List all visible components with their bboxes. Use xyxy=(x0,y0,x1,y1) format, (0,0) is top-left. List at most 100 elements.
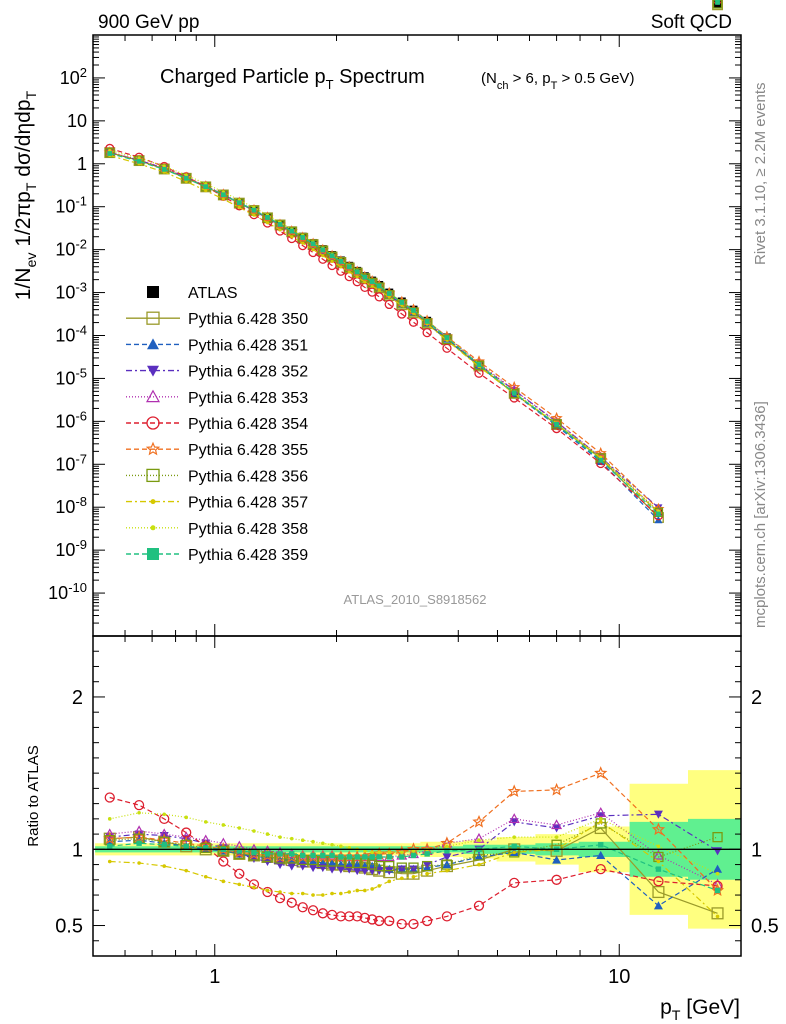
ratio-point-p358 xyxy=(339,844,343,849)
y-tick-label: 10-1 xyxy=(55,194,87,217)
ratio-point-p359 xyxy=(369,854,375,860)
main-point-p356 xyxy=(397,299,407,309)
side-label-mcplots: mcplots.cern.ch [arXiv:1306.3436] xyxy=(752,401,769,628)
ratio-point-p357 xyxy=(411,874,416,879)
main-point-p357 xyxy=(370,284,374,288)
ratio-point-p354 xyxy=(509,877,520,889)
legend-label-p351: Pythia 6.428 351 xyxy=(188,337,308,354)
ratio-point-p359 xyxy=(424,851,430,857)
legend-marker-p353 xyxy=(145,389,161,403)
ratio-point-p357 xyxy=(221,879,226,884)
ratio-point-p351 xyxy=(713,864,723,873)
main-series-p359 xyxy=(107,0,720,517)
ratio-point-p357 xyxy=(311,893,315,897)
ratio-point-p356 xyxy=(408,862,419,873)
ratio-point-p353 xyxy=(473,832,485,843)
ratio-point-p354 xyxy=(367,914,378,925)
main-line-p359 xyxy=(109,152,659,515)
ratio-panel xyxy=(93,766,741,930)
ratio-point-p358 xyxy=(399,850,404,855)
legend-marker-p354 xyxy=(146,416,160,430)
ratio-point-p357 xyxy=(252,885,256,890)
ratio-point-p357 xyxy=(107,859,112,864)
ratio-point-p359 xyxy=(329,852,335,859)
ratio-point-p354 xyxy=(297,902,308,913)
main-point-p359 xyxy=(369,279,375,284)
ratio-point-p358 xyxy=(237,826,242,830)
ratio-point-p350 xyxy=(711,907,724,920)
main-point-p359 xyxy=(376,283,382,289)
ratio-point-p357 xyxy=(289,891,294,896)
ratio-point-p359 xyxy=(264,851,271,857)
ratio-point-p351 xyxy=(474,852,484,861)
main-point-p359 xyxy=(411,308,416,313)
ratio-y-tick-label: 2 xyxy=(72,687,83,709)
ratio-point-p351 xyxy=(352,860,362,869)
legend-label-p355: Pythia 6.428 355 xyxy=(188,442,308,459)
ratio-point-p359 xyxy=(310,852,316,859)
ratio-point-p355 xyxy=(594,766,608,779)
ratio-point-p354 xyxy=(384,915,395,927)
ratio-point-p357 xyxy=(321,893,325,897)
legend-label-p357: Pythia 6.428 357 xyxy=(188,495,308,512)
ratio-point-p353 xyxy=(551,819,563,830)
ratio-point-p354 xyxy=(396,918,407,930)
watermark: ATLAS_2010_S8918562 xyxy=(344,592,487,607)
main-point-p356 xyxy=(551,419,562,429)
legend-label-p358: Pythia 6.428 358 xyxy=(188,521,308,538)
ratio-point-p354 xyxy=(234,868,245,879)
ratio-point-p357 xyxy=(278,890,282,894)
main-point-p359 xyxy=(354,269,360,275)
ratio-point-p358 xyxy=(512,835,517,839)
chart-subtitle: (Nch > 6, pT > 0.5 GeV) xyxy=(481,70,634,92)
main-point-p359 xyxy=(183,175,189,181)
ratio-point-p357 xyxy=(425,871,429,876)
ratio-point-p351 xyxy=(308,857,318,866)
ratio-point-p358 xyxy=(289,836,294,841)
ratio-point-p352 xyxy=(308,864,318,873)
ratio-point-p359 xyxy=(320,852,326,859)
ratio-point-p355 xyxy=(549,782,564,796)
x-tick-label: 1 xyxy=(209,966,220,988)
ratio-line-p358 xyxy=(109,812,718,875)
ratio-point-p358 xyxy=(656,844,661,849)
ratio-point-p359 xyxy=(203,845,209,851)
ratio-point-p355 xyxy=(472,814,486,828)
ratio-point-p358 xyxy=(184,815,189,820)
ratio-point-p351 xyxy=(653,901,663,910)
ratio-point-p354 xyxy=(218,856,229,867)
legend-label-p354: Pythia 6.428 354 xyxy=(188,416,308,433)
main-point-p359 xyxy=(310,241,316,247)
legend-marker-p358 xyxy=(150,525,156,531)
ratio-point-p353 xyxy=(652,849,664,860)
ratio-point-p357 xyxy=(377,884,381,888)
ratio-point-p356 xyxy=(374,860,385,872)
legend-marker-p355 xyxy=(145,441,161,456)
ratio-point-p359 xyxy=(277,851,283,857)
y-tick-label: 10 xyxy=(67,111,87,131)
y-tick-label: 10-8 xyxy=(55,494,87,517)
ratio-point-p356 xyxy=(384,860,395,872)
main-series-p353 xyxy=(104,146,664,516)
ratio-point-p352 xyxy=(287,862,297,871)
ratio-point-p359 xyxy=(236,848,243,854)
main-series-p351 xyxy=(105,148,663,524)
ratio-point-p355 xyxy=(651,822,666,836)
ratio-point-p353 xyxy=(104,828,116,839)
ratio-point-p357 xyxy=(265,888,270,893)
main-point-p359 xyxy=(476,362,482,367)
main-point-p354 xyxy=(336,266,346,276)
ratio-line-p357 xyxy=(109,821,718,917)
ratio-y-axis-label: Ratio to ATLAS xyxy=(25,745,42,846)
legend-marker-p356 xyxy=(146,468,160,483)
ratio-point-p359 xyxy=(338,854,344,860)
main-point-p359 xyxy=(300,235,306,240)
ratio-point-p358 xyxy=(387,850,392,855)
ratio-point-p353 xyxy=(595,807,607,817)
ratio-point-p359 xyxy=(183,843,189,849)
ratio-point-p356 xyxy=(396,862,407,873)
main-point-p359 xyxy=(444,335,450,341)
ratio-point-p359 xyxy=(289,851,295,857)
main-point-p354 xyxy=(442,343,452,353)
main-point-p357 xyxy=(355,275,359,279)
